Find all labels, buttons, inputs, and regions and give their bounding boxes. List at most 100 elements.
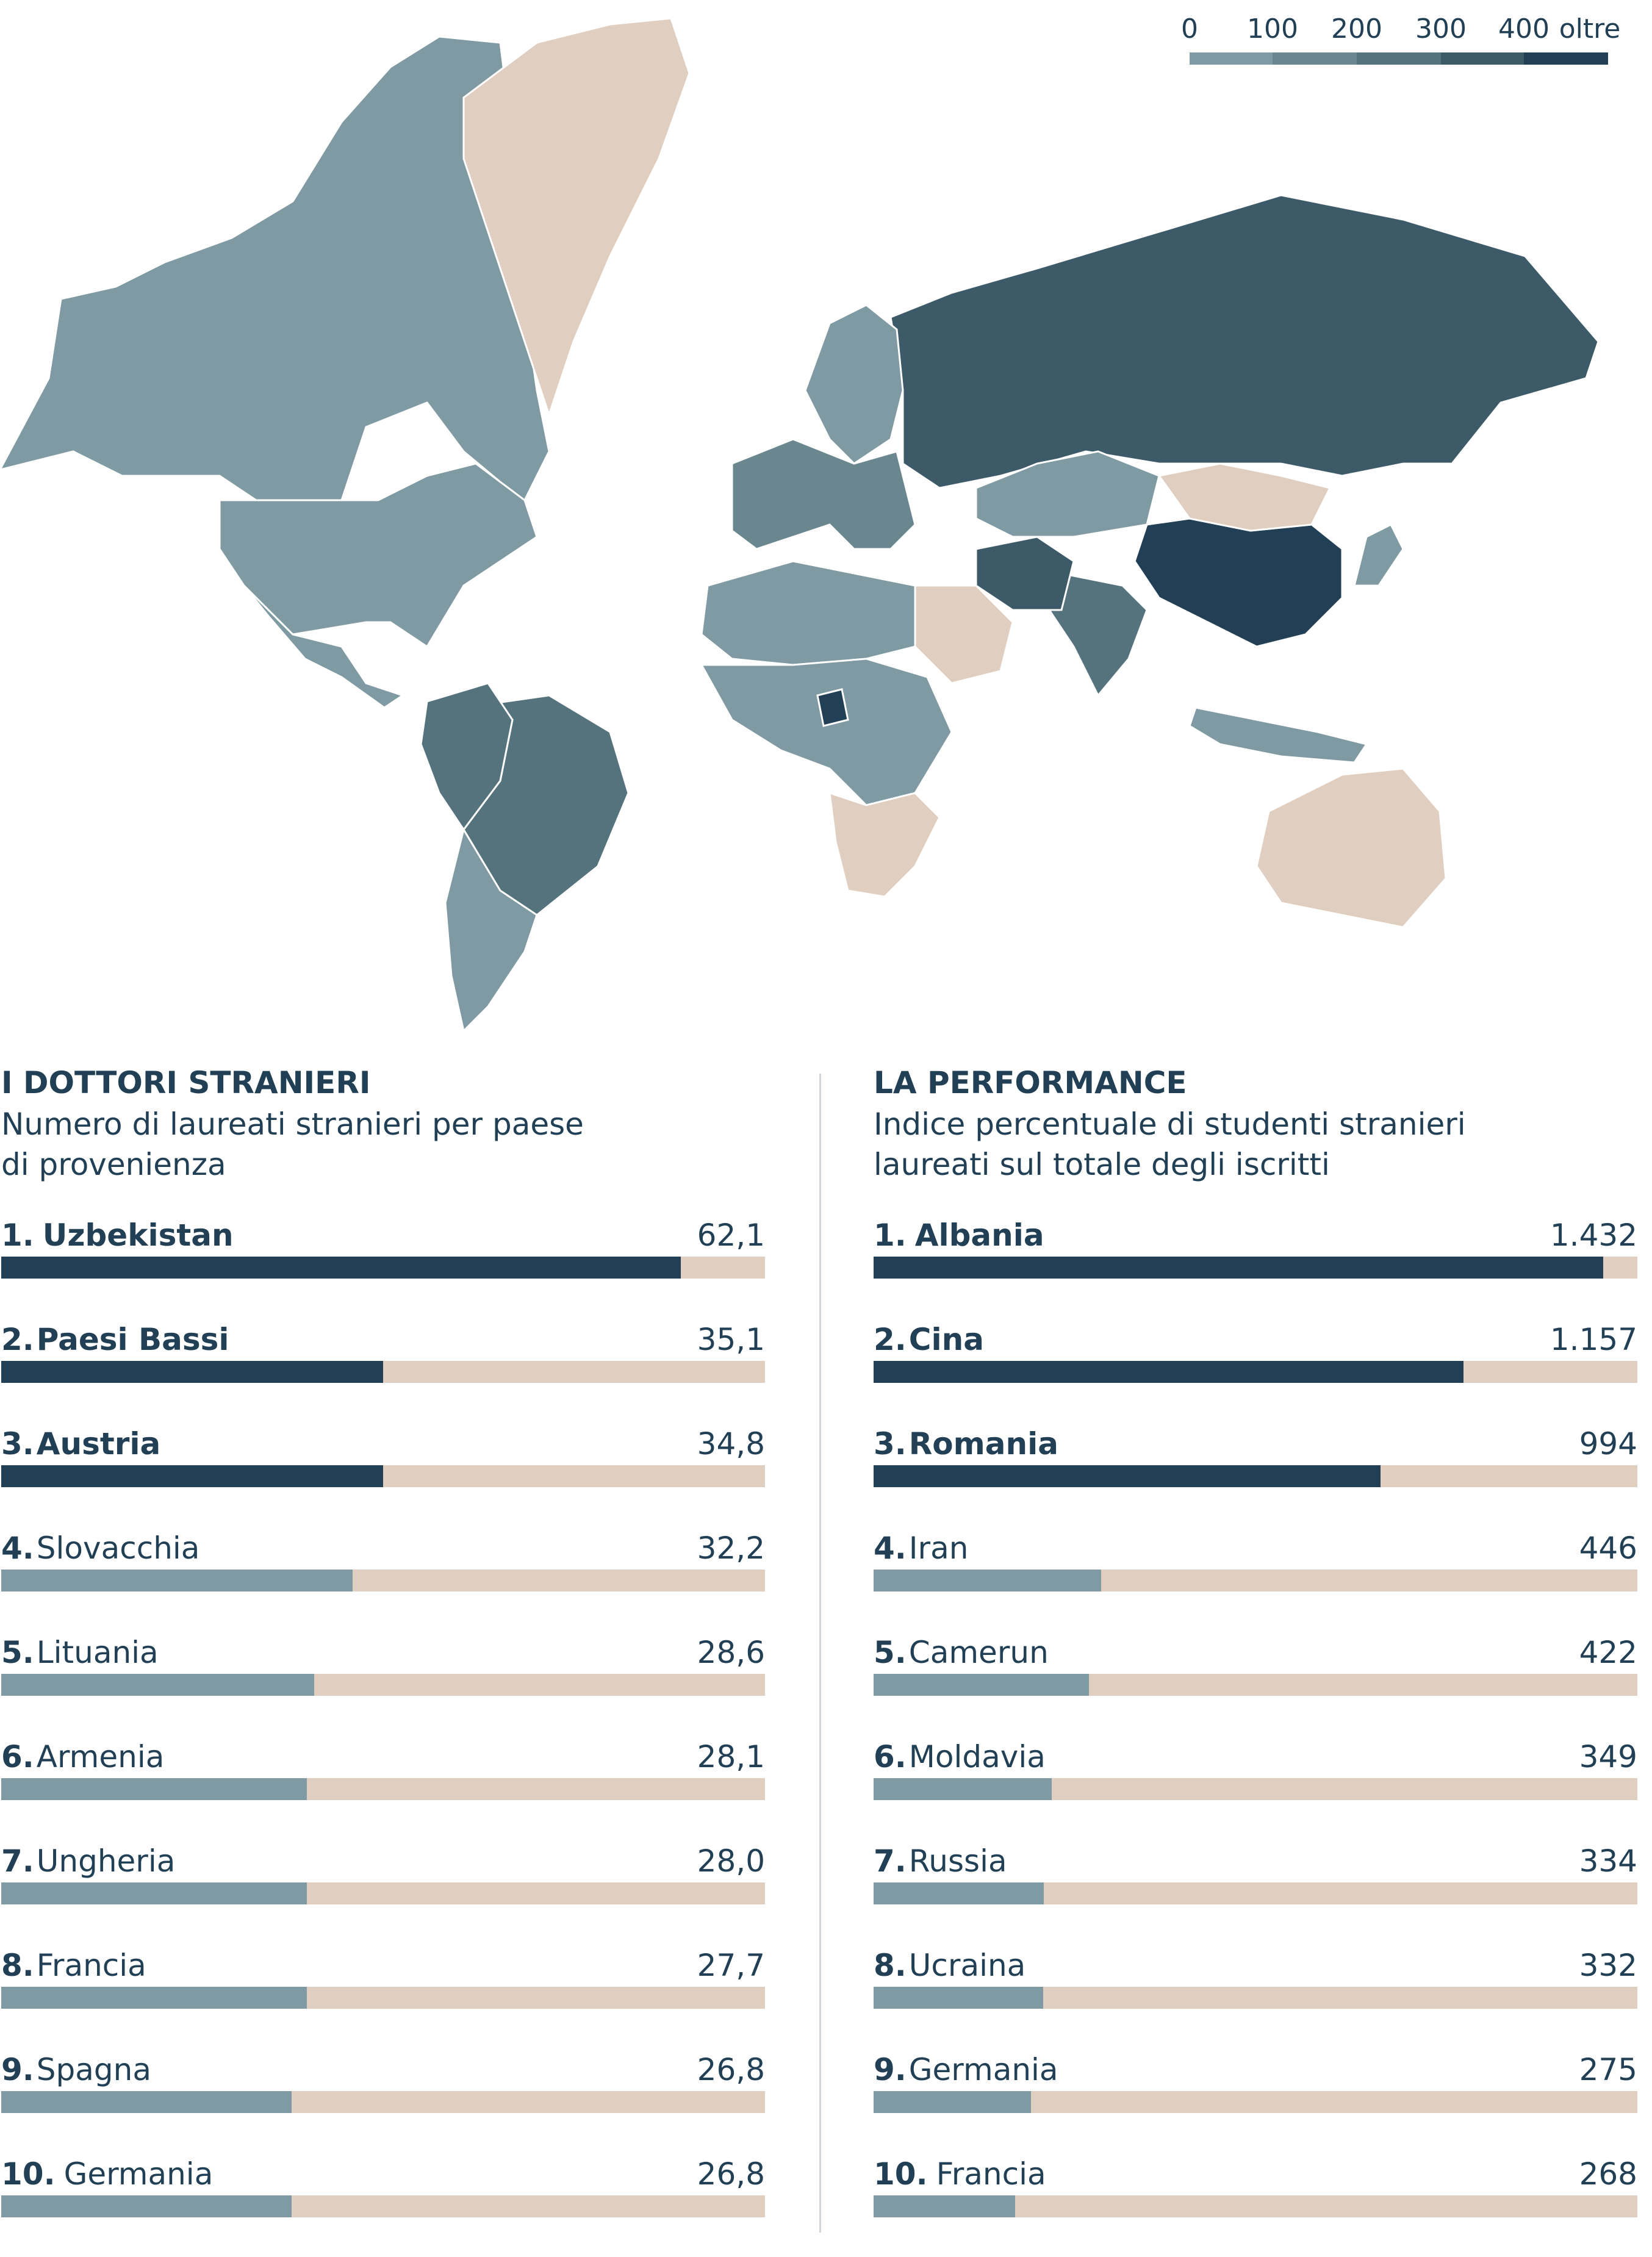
row-label: 4.Slovacchia [1, 1527, 199, 1570]
map-region-colombia-peru [420, 682, 514, 831]
country-name: Paesi Bassi [36, 1322, 229, 1357]
row-label: 1. Albania [874, 1214, 1044, 1257]
map-region-australia [1255, 767, 1447, 928]
row-label: 4.Iran [874, 1527, 968, 1570]
country-name: Cina [908, 1322, 984, 1357]
bar-fill [874, 1570, 1102, 1591]
rank-number: 10. [1, 2156, 56, 2192]
map-region-europe [731, 438, 916, 550]
value-label: 26,8 [697, 2052, 765, 2087]
country-name: Moldavia [908, 1739, 1046, 1774]
map-region-greenland [462, 17, 691, 418]
bar-fill [1, 2091, 292, 2113]
country-name: Germania [908, 2052, 1058, 2087]
ranking-row: 7.Ungheria 28,0 [1, 1840, 765, 1944]
legend-label: 400 [1498, 13, 1550, 45]
row-label: 2.Paesi Bassi [1, 1318, 229, 1361]
ranking-row: 8.Ucraina 332 [874, 1944, 1637, 2048]
rank-number: 6. [874, 1739, 907, 1774]
legend-label: 300 [1415, 13, 1467, 45]
country-name: Lituania [36, 1635, 159, 1670]
value-label: 28,6 [697, 1635, 765, 1670]
legend-swatch [1441, 52, 1524, 65]
row-label: 1. Uzbekistan [1, 1214, 234, 1257]
ranking-row: 1. Uzbekistan 62,1 [1, 1214, 765, 1318]
bar-track [1, 1570, 765, 1591]
legend-swatch [1273, 52, 1357, 65]
country-name: Romania [908, 1426, 1058, 1462]
value-label: 32,2 [697, 1530, 765, 1566]
bar-track [1, 1882, 765, 1904]
rank-number: 1. [874, 1218, 907, 1253]
bar-fill [1, 1257, 681, 1279]
panel-subtitle: Indice percentuale di studenti stranieri… [874, 1107, 1466, 1182]
bar-track [1, 1257, 765, 1279]
rank-number: 7. [874, 1843, 907, 1879]
ranking-row: 10. Germania 26,8 [1, 2153, 765, 2257]
bar-fill [1, 1361, 383, 1383]
row-label: 9.Spagna [1, 2048, 151, 2091]
world-map-area: 0 100 200 300 400 oltre [0, 0, 1652, 1031]
row-label: 6.Moldavia [874, 1735, 1046, 1778]
country-name: Albania [914, 1218, 1044, 1253]
rank-number: 2. [1, 1322, 34, 1357]
ranking-row: 2.Cina 1.157 [874, 1318, 1637, 1423]
country-name: Ungheria [36, 1843, 176, 1879]
row-label: 5.Lituania [1, 1631, 159, 1674]
country-name: Uzbekistan [42, 1218, 234, 1253]
value-label: 26,8 [697, 2156, 765, 2192]
row-label: 9.Germania [874, 2048, 1058, 2091]
rank-number: 2. [874, 1322, 907, 1357]
bar-track [1, 1778, 765, 1800]
ranking-row: 1. Albania 1.432 [874, 1214, 1637, 1318]
rank-number: 7. [1, 1843, 34, 1879]
bar-fill [874, 1465, 1381, 1487]
country-name: Camerun [908, 1635, 1049, 1670]
row-label: 6.Armenia [1, 1735, 164, 1778]
row-label: 2.Cina [874, 1318, 984, 1361]
rank-number: 5. [874, 1635, 907, 1670]
rank-number: 1. [1, 1218, 34, 1253]
value-label: 34,8 [697, 1426, 765, 1462]
value-label: 332 [1579, 1948, 1637, 1983]
bar-fill [874, 2091, 1031, 2113]
row-label: 8.Ucraina [874, 1944, 1025, 1987]
country-name: Francia [36, 1948, 146, 1983]
panel-title: LA PERFORMANCE [874, 1065, 1187, 1100]
legend-label: 0 [1181, 13, 1198, 45]
value-label: 28,0 [697, 1843, 765, 1879]
bar-fill [1, 1465, 383, 1487]
map-region-china [1133, 517, 1343, 648]
bar-fill [874, 1778, 1052, 1800]
value-label: 422 [1579, 1635, 1637, 1670]
bar-track [1, 2091, 765, 2113]
map-legend: 0 100 200 300 400 oltre [1181, 13, 1620, 68]
bar-fill [874, 1361, 1463, 1383]
bar-track [874, 1570, 1637, 1591]
world-choropleth-map [0, 17, 1600, 1031]
country-name: Russia [908, 1843, 1007, 1879]
value-label: 994 [1579, 1426, 1637, 1462]
value-label: 334 [1579, 1843, 1637, 1879]
bar-fill [1, 1778, 307, 1800]
row-label: 10. Francia [874, 2153, 1046, 2195]
rank-number: 10. [874, 2156, 928, 2192]
rank-number: 9. [1, 2052, 34, 2087]
value-label: 27,7 [697, 1948, 765, 1983]
legend-swatch [1357, 52, 1441, 65]
country-name: Spagna [36, 2052, 151, 2087]
bar-track [1, 2195, 765, 2217]
panel-dottori-stranieri: I DOTTORI STRANIERI Numero di laureati s… [1, 1061, 765, 2217]
map-region-cameroon [816, 688, 849, 727]
bar-fill [1, 1882, 307, 1904]
legend-label: 200 [1331, 13, 1382, 45]
ranking-row: 5.Camerun 422 [874, 1631, 1637, 1735]
value-label: 446 [1579, 1530, 1637, 1566]
bar-track [1, 1674, 765, 1696]
ranking-row: 6.Moldavia 349 [874, 1735, 1637, 1840]
bar-track [874, 1674, 1637, 1696]
bar-fill [1, 2195, 292, 2217]
country-name: Iran [908, 1530, 969, 1566]
row-label: 7.Ungheria [1, 1840, 175, 1882]
ranking-row: 10. Francia 268 [874, 2153, 1637, 2257]
